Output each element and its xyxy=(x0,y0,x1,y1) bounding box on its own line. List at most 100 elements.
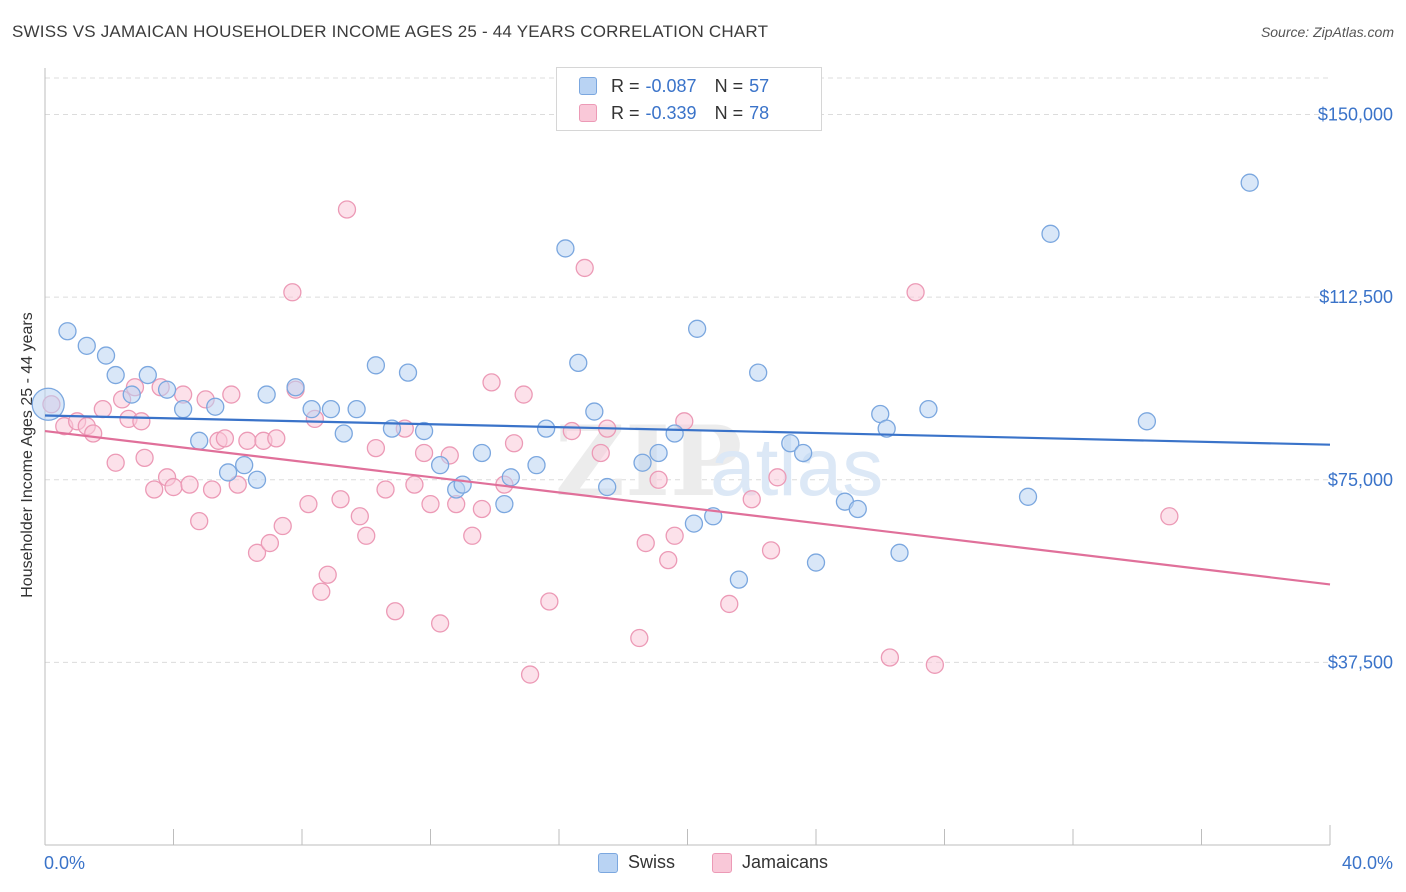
swiss-point xyxy=(157,380,177,399)
gridlines xyxy=(45,77,1330,663)
jamaicans-point xyxy=(659,550,678,570)
swiss-point xyxy=(649,443,668,463)
swiss-point xyxy=(77,336,96,355)
r-label: R = xyxy=(611,75,640,96)
source-label: Source: ZipAtlas.com xyxy=(1260,24,1394,40)
r-value: -0.087 xyxy=(645,75,697,96)
r-label: R = xyxy=(611,102,640,123)
y-tick-label: $75,000 xyxy=(1328,470,1393,490)
swiss-point xyxy=(556,239,575,258)
swiss-points xyxy=(31,173,1259,589)
swiss-point xyxy=(919,399,938,419)
jamaicans-point xyxy=(1160,507,1179,526)
swiss-point xyxy=(31,387,65,421)
swiss-swatch xyxy=(579,77,597,95)
swiss-point xyxy=(684,514,704,533)
jamaicans-point xyxy=(472,499,492,519)
swiss-point xyxy=(206,397,225,416)
jamaicans-point xyxy=(337,200,357,219)
y-tick-label: $150,000 xyxy=(1318,105,1393,125)
jamaicans-point xyxy=(514,385,533,404)
jamaicans-point xyxy=(482,373,501,392)
swiss-point xyxy=(495,494,514,514)
swiss-point xyxy=(366,356,386,375)
jamaicans-point xyxy=(906,283,925,302)
jamaicans-point xyxy=(880,648,900,667)
swiss-point xyxy=(729,570,749,589)
swiss-point xyxy=(302,399,321,419)
trend-lines xyxy=(44,414,1331,586)
bottom-legend-swiss[interactable]: Swiss xyxy=(598,852,675,873)
jamaicans-point xyxy=(405,475,424,494)
jamaicans-point xyxy=(386,602,405,621)
jamaicans-point xyxy=(84,424,103,443)
jamaicans-point xyxy=(132,412,151,431)
swiss-point xyxy=(453,475,472,494)
jamaicans-point xyxy=(215,429,235,448)
jamaicans-point xyxy=(312,582,331,601)
jamaicans-point xyxy=(267,429,286,448)
jamaicans-point xyxy=(649,470,668,489)
swiss-point xyxy=(122,385,141,404)
bottom-legend-jamaicans[interactable]: Jamaicans xyxy=(712,852,828,873)
swiss-point xyxy=(321,399,341,419)
swiss-legend-swatch xyxy=(598,852,618,873)
n-label: N = xyxy=(714,75,744,96)
swiss-point xyxy=(633,453,652,472)
swiss-point xyxy=(58,322,77,341)
watermark-atlas: atlas xyxy=(710,422,883,513)
jamaicans-point xyxy=(463,526,482,545)
jamaicans-point xyxy=(575,258,594,278)
jamaicans-point xyxy=(761,541,781,560)
swiss-point xyxy=(173,399,193,419)
jamaicans-legend-label: Jamaicans xyxy=(742,852,829,872)
jamaicans-point xyxy=(742,490,761,509)
swiss-point xyxy=(1041,224,1060,243)
swiss-point xyxy=(537,419,556,438)
chart-title: SWISS VS JAMAICAN HOUSEHOLDER INCOME AGE… xyxy=(12,22,769,41)
swiss-point xyxy=(235,456,254,475)
jamaicans-point xyxy=(520,665,540,684)
jamaicans-trend-line xyxy=(44,429,1331,586)
jamaicans-point xyxy=(190,512,209,531)
jamaicans-point xyxy=(238,431,257,450)
jamaicans-point xyxy=(283,283,302,302)
jamaicans-point xyxy=(202,480,222,499)
x-tick-label: 0.0% xyxy=(44,853,85,873)
swiss-point xyxy=(598,477,617,497)
swiss-point xyxy=(890,543,909,562)
swiss-legend-label: Swiss xyxy=(628,852,676,872)
swiss-trend-line xyxy=(44,414,1331,446)
jamaicans-point xyxy=(145,480,164,499)
n-label: N = xyxy=(714,102,744,123)
jamaicans-point xyxy=(299,494,318,514)
jamaicans-point xyxy=(504,434,524,453)
jamaicans-point xyxy=(430,614,450,633)
swiss-point xyxy=(877,419,896,438)
n-value: 57 xyxy=(749,75,770,96)
jamaicans-point xyxy=(180,475,199,494)
legend-row-jamaicans: R = -0.339 N = 78 xyxy=(579,101,769,125)
swiss-point xyxy=(665,424,684,443)
swiss-point xyxy=(430,456,450,475)
tick-labels: $37,500 $75,000 $112,500 $150,000 0.0% 40.0% xyxy=(44,105,1393,873)
jamaicans-legend-swatch xyxy=(712,852,732,873)
swiss-point xyxy=(527,456,546,475)
jamaicans-point xyxy=(636,533,655,553)
swiss-point xyxy=(398,363,418,382)
swiss-point xyxy=(794,443,813,463)
jamaicans-point xyxy=(273,516,292,536)
swiss-point xyxy=(472,443,492,463)
jamaicans-point xyxy=(591,443,610,463)
swiss-point xyxy=(414,421,434,441)
y-tick-label: $37,500 xyxy=(1328,652,1393,672)
swiss-point xyxy=(1240,173,1259,192)
swiss-point xyxy=(190,431,209,450)
jamaicans-point xyxy=(540,592,559,611)
axes xyxy=(44,68,1331,846)
swiss-point xyxy=(347,399,366,419)
swiss-point xyxy=(749,363,768,382)
swiss-point xyxy=(138,365,157,385)
swiss-point xyxy=(585,402,604,421)
